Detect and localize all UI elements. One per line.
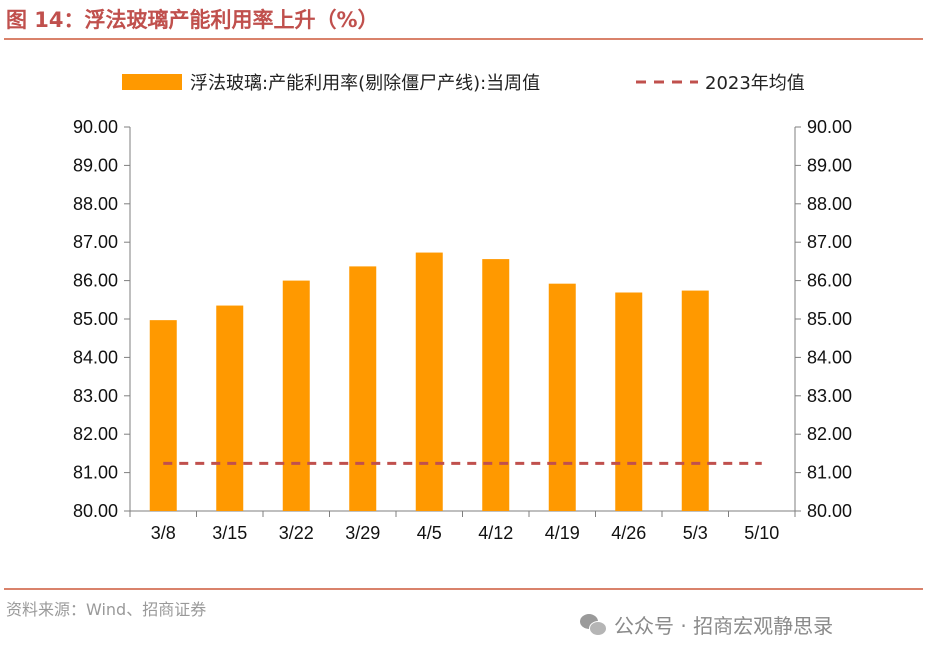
x-tick-label: 4/5 <box>417 523 442 543</box>
bar <box>415 252 443 511</box>
legend-label-line: 2023年均值 <box>705 73 805 94</box>
y-tick-label-left: 87.00 <box>73 232 118 252</box>
legend-swatch-bar <box>122 74 182 90</box>
bar <box>282 280 310 511</box>
source-note: 资料来源：Wind、招商证券 <box>6 600 207 619</box>
x-tick-label: 4/19 <box>545 523 580 543</box>
y-tick-label-left: 82.00 <box>73 424 118 444</box>
y-tick-label-right: 86.00 <box>807 271 852 291</box>
y-tick-label-right: 89.00 <box>807 155 852 175</box>
x-tick-label: 3/29 <box>345 523 380 543</box>
y-tick-label-right: 85.00 <box>807 309 852 329</box>
bar <box>216 305 244 511</box>
y-tick-label-right: 84.00 <box>807 347 852 367</box>
bar <box>482 259 510 511</box>
y-tick-label-right: 87.00 <box>807 232 852 252</box>
y-tick-label-left: 83.00 <box>73 386 118 406</box>
x-tick-label: 4/26 <box>611 523 646 543</box>
y-tick-label-right: 90.00 <box>807 117 852 137</box>
y-tick-label-left: 81.00 <box>73 463 118 483</box>
y-tick-label-right: 82.00 <box>807 424 852 444</box>
bar <box>681 290 709 511</box>
footer-divider <box>4 588 923 590</box>
y-tick-label-left: 84.00 <box>73 347 118 367</box>
x-tick-label: 3/22 <box>279 523 314 543</box>
bar <box>615 292 643 511</box>
bar <box>149 320 177 511</box>
wechat-icon <box>580 613 607 636</box>
legend-label-bar: 浮法玻璃:产能利用率(剔除僵尸产线):当周值 <box>190 73 540 94</box>
y-tick-label-left: 90.00 <box>73 117 118 137</box>
y-tick-label-right: 83.00 <box>807 386 852 406</box>
bar-chart: 80.00 80.00 81.00 81.00 82.00 82.00 83.00 83.00… <box>73 73 852 543</box>
bar <box>548 283 576 511</box>
y-tick-label-left: 86.00 <box>73 271 118 291</box>
title-divider <box>4 38 923 40</box>
y-tick-label-left: 80.00 <box>73 501 118 521</box>
y-tick-label-left: 89.00 <box>73 155 118 175</box>
bar <box>349 266 377 511</box>
x-tick-label: 5/10 <box>744 523 779 543</box>
y-tick-label-right: 81.00 <box>807 463 852 483</box>
watermark-text: 公众号 · 招商宏观静思录 <box>614 614 834 638</box>
x-tick-label: 4/12 <box>478 523 513 543</box>
y-tick-label-right: 88.00 <box>807 194 852 214</box>
y-tick-label-right: 80.00 <box>807 501 852 521</box>
y-tick-label-left: 85.00 <box>73 309 118 329</box>
y-tick-label-left: 88.00 <box>73 194 118 214</box>
x-tick-label: 3/15 <box>212 523 247 543</box>
watermark: 公众号 · 招商宏观静思录 <box>580 610 833 639</box>
x-tick-label: 5/3 <box>683 523 708 543</box>
x-tick-label: 3/8 <box>151 523 176 543</box>
figure-title: 图 14：浮法玻璃产能利用率上升（%） <box>6 8 379 32</box>
